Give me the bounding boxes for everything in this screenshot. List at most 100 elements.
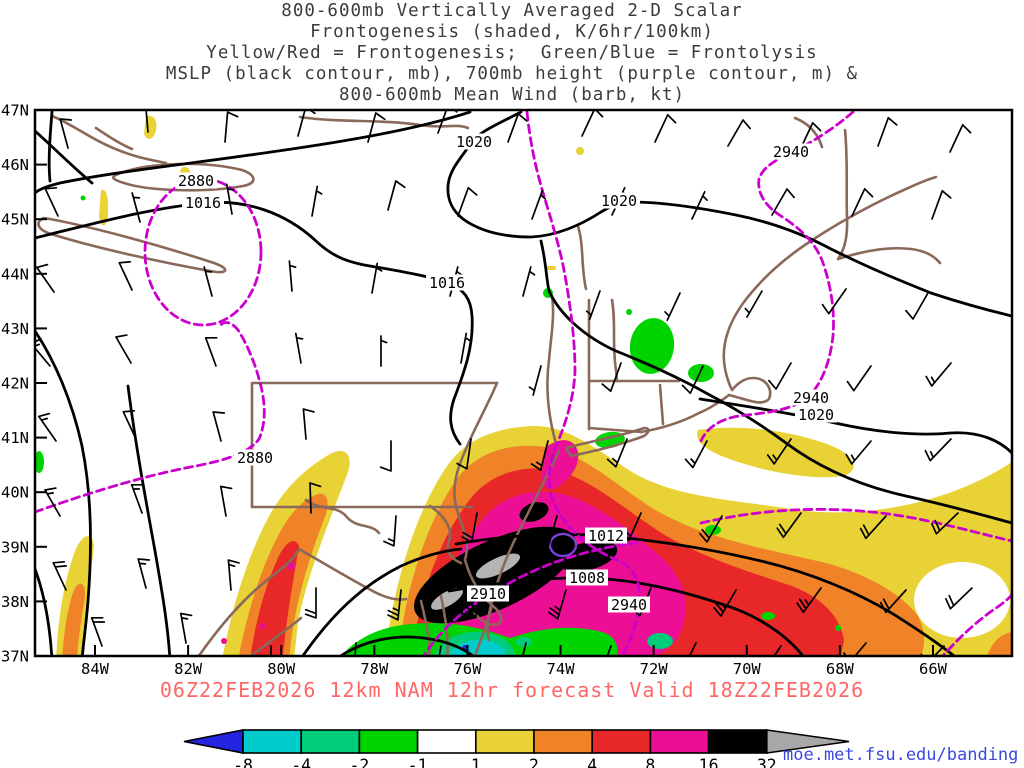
- wind-barb: [145, 111, 149, 133]
- contour-label-box: [175, 172, 217, 189]
- wind-barb: [530, 440, 549, 471]
- wind-barb: [456, 438, 472, 470]
- wind-barb: [846, 365, 872, 392]
- contour-label-box: [566, 569, 608, 586]
- lon-label: 84W: [81, 660, 110, 678]
- contour-label: 1016: [185, 194, 221, 212]
- wind-barb: [851, 187, 874, 217]
- wind-barb: [367, 112, 386, 143]
- wind-barb: [297, 111, 316, 137]
- lat-label: 37N: [1, 648, 29, 666]
- wind-barb: [681, 365, 704, 395]
- wind-barb: [122, 409, 137, 440]
- wind-barb: [606, 438, 628, 468]
- mslp-contours: [36, 111, 1011, 655]
- contour-label-box: [608, 596, 650, 613]
- colorbar-tick-label: -8: [233, 756, 253, 768]
- colorbar-tick-label: 8: [645, 756, 655, 768]
- wind-barb: [36, 263, 55, 293]
- lon-label: 74W: [547, 660, 576, 678]
- lat-label: 40N: [1, 484, 29, 502]
- contour-label: 2940: [611, 596, 647, 614]
- wind-barb: [522, 266, 536, 297]
- title-line-1: 800-600mb Vertically Averaged 2-D Scalar: [281, 1, 743, 21]
- colorbar-segment: [242, 729, 303, 754]
- colorbar-right-arrow: [765, 729, 850, 754]
- credit-url-link[interactable]: moe.met.fsu.edu/banding: [783, 745, 1019, 765]
- wind-barb: [219, 485, 233, 517]
- wind-barb: [931, 189, 952, 220]
- wind-barb: [294, 332, 304, 364]
- lon-label: 80W: [267, 660, 296, 678]
- colorbar-tick-label: 1: [471, 756, 481, 768]
- wind-barb: [137, 558, 151, 589]
- colorbar-segment: [707, 729, 768, 754]
- wind-barb: [905, 292, 929, 320]
- wind-barb: [52, 560, 68, 591]
- wind-barb: [601, 362, 622, 393]
- wind-barb: [547, 589, 567, 620]
- wind-barb: [387, 589, 402, 621]
- lat-label: 44N: [1, 265, 29, 283]
- colorbar-segment: [649, 729, 710, 754]
- contour-label-box: [598, 192, 640, 209]
- wind-barb: [371, 262, 383, 294]
- wind-barb: [920, 645, 945, 655]
- colorbar-tick-label: 2: [529, 756, 539, 768]
- lon-label: 66W: [919, 660, 948, 678]
- contour-labels: 2880101610201020294010162880294010201012…: [175, 133, 837, 614]
- wind-barb: [744, 290, 763, 318]
- wind-barb: [288, 260, 297, 292]
- wind-barb: [311, 185, 323, 217]
- lon-label: 68W: [826, 660, 855, 678]
- wind-barb: [796, 587, 822, 614]
- wind-barb: [44, 487, 61, 517]
- lat-label: 43N: [1, 320, 29, 338]
- plot-title: 800-600mb Vertically Averaged 2-D Scalar…: [0, 1, 1024, 106]
- wind-barb: [585, 290, 601, 321]
- lat-label: 45N: [1, 211, 29, 229]
- lon-label: 76W: [453, 660, 482, 678]
- contour-label-box: [234, 449, 276, 466]
- lat-label: 47N: [1, 102, 29, 120]
- wind-barb: [227, 559, 240, 591]
- contour-label: 1020: [601, 192, 637, 210]
- wind-barb: [309, 482, 322, 514]
- wind-barb: [776, 512, 802, 539]
- contour-label-box: [585, 527, 627, 544]
- wind-barb: [36, 338, 51, 367]
- colorbar-segment: [416, 729, 477, 754]
- contour-label: 2880: [178, 172, 214, 190]
- contour-label-box: [453, 133, 495, 150]
- wind-barb: [859, 515, 887, 540]
- wind-barb: [59, 118, 73, 149]
- colorbar-tick-label: -1: [408, 756, 428, 768]
- contour-label: 1016: [429, 274, 465, 292]
- contour-label-box: [795, 406, 837, 423]
- wind-barb: [925, 362, 952, 387]
- contour-label: 1012: [588, 527, 624, 545]
- wind-barb: [130, 483, 144, 514]
- colorbar-tick-label: -2: [349, 756, 369, 768]
- title-line-3: Yellow/Red = Frontogenesis; Green/Blue =…: [206, 43, 818, 63]
- title-line-2: Frontogenesis (shaded, K/6hr/100km): [310, 22, 714, 42]
- axis-labels: 47N 46N 45N 44N 43N 42N 41N 40N 39N 38N 37N 84W 82W 8…: [1, 102, 948, 679]
- colorbar-tick-label: -4: [291, 756, 311, 768]
- lon-label: 70W: [733, 660, 762, 678]
- wind-barb: [766, 438, 792, 465]
- wind-barb: [538, 515, 558, 546]
- wind-barb: [654, 113, 677, 143]
- wind-barb: [460, 332, 472, 364]
- contour-label: 2940: [793, 389, 829, 407]
- wind-barb: [224, 111, 239, 143]
- wind-barb: [225, 183, 235, 215]
- lat-label: 46N: [1, 156, 29, 174]
- contour-label: 2910: [470, 585, 506, 603]
- forecast-valid-line: 06Z22FEB2026 12km NAM 12hr forecast Vali…: [159, 678, 865, 702]
- wind-barb: [821, 288, 847, 315]
- contour-label: 1020: [798, 406, 834, 424]
- colorbar-segment: [474, 729, 535, 754]
- lon-label: 78W: [360, 660, 389, 678]
- wind-barb: [270, 645, 272, 655]
